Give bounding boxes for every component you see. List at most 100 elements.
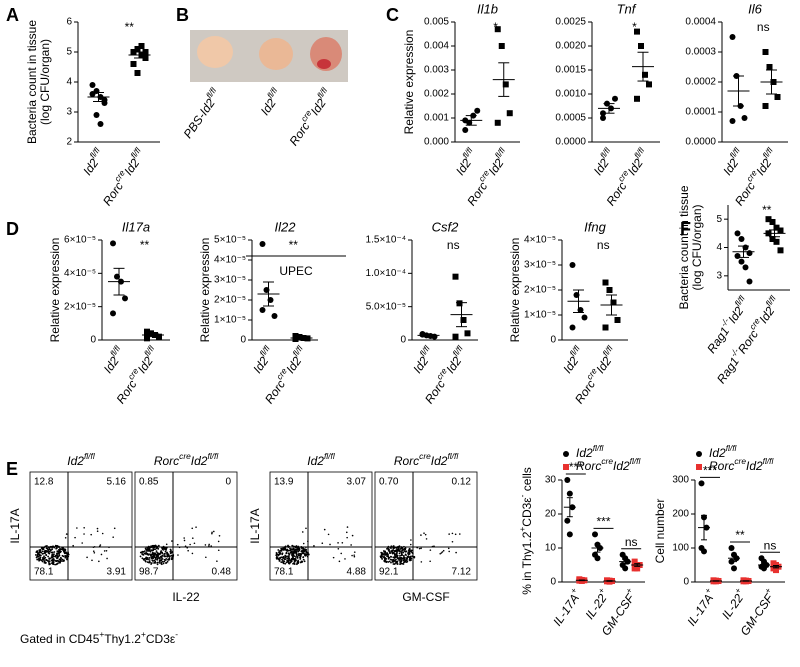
event-dot xyxy=(392,547,395,550)
panel-letter: D xyxy=(6,219,19,239)
event-dot xyxy=(158,557,161,559)
event-dot xyxy=(146,557,149,559)
event-dot xyxy=(208,543,210,546)
event-dot xyxy=(346,526,349,528)
event-dot xyxy=(168,557,171,560)
event-dot xyxy=(157,555,160,558)
event-dot xyxy=(404,553,407,556)
data-point xyxy=(130,61,137,67)
event-dot xyxy=(351,554,353,557)
event-dot xyxy=(287,544,289,547)
event-dot xyxy=(212,530,215,533)
text-part: Rag1 xyxy=(714,355,742,387)
event-dot xyxy=(65,552,68,555)
event-dot xyxy=(284,548,287,551)
event-dot xyxy=(218,534,221,537)
event-dot xyxy=(408,556,411,559)
data-point xyxy=(144,335,150,342)
event-dot xyxy=(397,546,400,549)
event-dot xyxy=(425,538,428,540)
event-dot xyxy=(146,550,148,553)
data-point xyxy=(741,115,748,121)
text-part: Rorc xyxy=(422,377,448,406)
event-dot xyxy=(42,548,45,551)
event-dot xyxy=(280,547,283,550)
event-dot xyxy=(400,562,403,565)
quadrant-value: 12.8 xyxy=(34,477,54,488)
chart-title: Il6 xyxy=(748,1,763,16)
event-dot xyxy=(165,558,168,560)
event-dot xyxy=(157,547,160,550)
event-dot xyxy=(395,547,398,549)
category-label: Id2fl/fl xyxy=(588,145,618,178)
y-axis-label: Cell number xyxy=(653,499,667,564)
event-dot xyxy=(403,557,406,560)
event-dot xyxy=(161,558,164,560)
y-tick-label: 1.5×10⁻⁴ xyxy=(366,235,406,246)
event-dot xyxy=(293,550,296,553)
event-dot xyxy=(100,553,103,556)
data-point xyxy=(464,330,471,337)
event-dot xyxy=(43,555,45,558)
event-dot xyxy=(448,533,450,535)
event-dot xyxy=(165,547,168,550)
event-dot xyxy=(149,550,152,553)
text-part: + xyxy=(141,629,146,639)
event-dot xyxy=(166,553,169,556)
event-dot xyxy=(400,551,403,553)
event-dot xyxy=(204,544,207,546)
event-dot xyxy=(49,545,52,548)
flow-title: Id2fl/fl xyxy=(67,451,96,468)
data-point xyxy=(592,531,598,538)
data-point xyxy=(646,81,652,88)
event-dot xyxy=(409,556,412,559)
y-tick-label: 0.004 xyxy=(424,41,449,52)
text-part: fl/fl xyxy=(324,451,336,461)
quadrant-value: 0 xyxy=(225,477,231,488)
event-dot xyxy=(392,563,395,565)
event-dot xyxy=(163,560,166,563)
text-part: Rorc xyxy=(709,459,734,473)
event-dot xyxy=(146,561,149,564)
event-dot xyxy=(337,542,339,544)
event-dot xyxy=(183,539,186,542)
event-dot xyxy=(400,547,403,550)
text-part: Id2 xyxy=(591,156,612,178)
y-tick-label: 1.0×10⁻⁴ xyxy=(366,268,406,279)
event-dot xyxy=(389,552,392,554)
event-dot xyxy=(48,548,51,551)
event-dot xyxy=(96,530,99,533)
event-dot xyxy=(396,563,399,565)
quadrant-value: 98.7 xyxy=(139,567,159,578)
event-dot xyxy=(46,545,48,547)
event-dot xyxy=(279,553,281,556)
event-dot xyxy=(287,555,290,558)
event-dot xyxy=(154,561,157,564)
y-tick-label: 20 xyxy=(545,509,557,520)
data-point xyxy=(696,451,702,457)
event-dot xyxy=(59,556,62,559)
event-dot xyxy=(289,561,292,563)
event-dot xyxy=(51,561,54,563)
event-dot xyxy=(150,553,153,556)
y-tick-label: 0.0025 xyxy=(555,17,586,28)
event-dot xyxy=(295,545,298,547)
data-point xyxy=(746,278,753,285)
event-dot xyxy=(297,546,299,548)
data-point xyxy=(769,236,776,242)
data-point xyxy=(130,49,137,55)
data-point xyxy=(773,567,779,574)
text-part: + xyxy=(568,586,579,596)
event-dot xyxy=(396,551,399,554)
event-dot xyxy=(413,555,416,558)
event-dot xyxy=(60,550,62,553)
text-part: + xyxy=(596,586,607,596)
y-tick-label: 0.000 xyxy=(424,137,449,148)
event-dot xyxy=(286,560,289,562)
event-dot xyxy=(162,546,164,549)
event-dot xyxy=(178,546,181,549)
event-dot xyxy=(47,555,49,558)
event-dot xyxy=(397,557,400,559)
event-dot xyxy=(160,559,163,562)
text-part: Id2 xyxy=(258,96,279,118)
